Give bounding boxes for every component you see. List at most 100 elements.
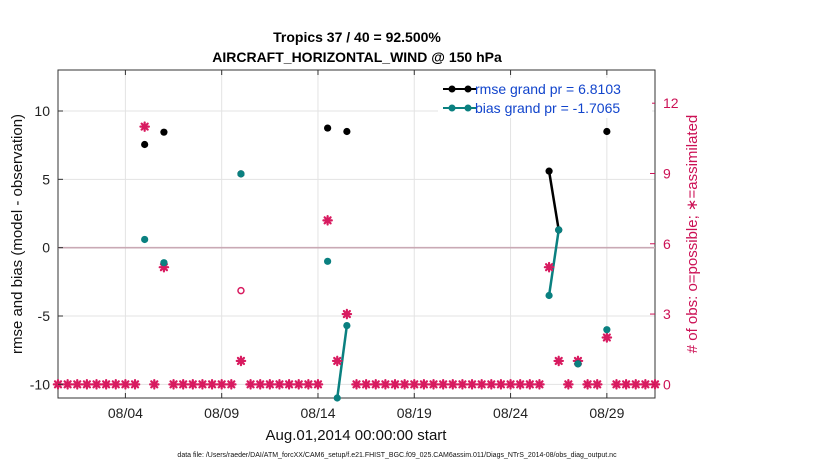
obs-assimilated-zero-marker-core	[585, 381, 590, 387]
obs-assimilated-zero-marker	[71, 379, 83, 390]
obs-assimilated-zero-marker-core	[94, 381, 99, 387]
y-tick-label: 5	[42, 171, 50, 187]
obs-assimilated-zero-marker-core	[469, 381, 475, 387]
obs-assimilated-zero-marker-core	[248, 381, 253, 387]
bias-point	[574, 360, 582, 368]
obs-assimilated-zero-marker	[274, 379, 285, 390]
obs-assimilated-zero-marker	[408, 379, 420, 390]
obs-assimilated-zero-marker	[486, 379, 497, 390]
obs-assimilated-zero-marker	[351, 379, 362, 390]
obs-assimilated-zero-marker	[216, 379, 227, 390]
obs-assimilated-zero-marker	[437, 379, 449, 390]
obs-assimilated-zero-marker-core	[594, 381, 600, 387]
obs-assimilated-zero-marker-core	[296, 381, 302, 387]
obs-assimilated-marker-core	[142, 124, 148, 130]
rmse-point	[545, 167, 553, 175]
y2-tick-label: 9	[663, 165, 671, 181]
obs-assimilated-marker	[601, 332, 613, 343]
x-axis-label: Aug.01,2014 00:00:00 start	[266, 427, 448, 444]
legend-rmse-label: rmse grand pr = 6.8103	[475, 81, 621, 97]
obs-assimilated-zero-marker	[380, 379, 391, 390]
obs-assimilated-zero-marker	[466, 379, 478, 390]
obs-assimilated-zero-marker-core	[315, 381, 321, 387]
obs-assimilated-zero-marker-core	[354, 381, 359, 387]
bias-segment	[547, 229, 560, 296]
obs-assimilated-zero-marker	[360, 379, 372, 390]
bias-point	[343, 321, 351, 330]
obs-assimilated-zero-marker-core	[171, 381, 176, 387]
bias-point	[603, 326, 611, 334]
obs-assimilated-zero-marker	[563, 379, 574, 390]
y-tick-label: 10	[34, 103, 50, 119]
y-axis-label: rmse and bias (model - observation)	[9, 114, 26, 354]
obs-assimilated-zero-marker-core	[209, 381, 215, 387]
obs-assimilated-zero-marker	[254, 379, 266, 390]
obs-assimilated-marker	[341, 308, 353, 320]
obs-assimilated-zero-marker	[399, 379, 410, 390]
obs-assimilated-zero-marker-core	[421, 381, 427, 387]
obs-assimilated-zero-marker	[293, 379, 305, 390]
obs-assimilated-zero-marker	[476, 379, 487, 390]
obs-assimilated-zero-marker-core	[277, 381, 282, 387]
obs-assimilated-marker	[235, 355, 247, 367]
obs-assimilated-zero-marker	[447, 379, 459, 390]
obs-assimilated-zero-marker	[283, 379, 295, 390]
obs-assimilated-zero-marker	[389, 379, 401, 390]
obs-assimilated-marker	[331, 355, 343, 367]
obs-assimilated-zero-marker	[582, 379, 593, 390]
bias-point	[324, 257, 332, 265]
obs-assimilated-zero-marker-core	[103, 381, 109, 387]
obs-assimilated-zero-marker-core	[123, 381, 128, 387]
grid-lines	[58, 70, 655, 398]
obs-assimilated-zero-marker-core	[508, 381, 513, 387]
x-tick-label: 08/14	[300, 405, 335, 421]
x-tick-label: 08/24	[493, 405, 528, 421]
chart-title-line2: AIRCRAFT_HORIZONTAL_WIND @ 150 hPa	[212, 49, 502, 65]
legend-bias-marker-left	[448, 104, 456, 112]
obs-assimilated-zero-marker-core	[267, 381, 273, 387]
obs-assimilated-zero-marker-core	[286, 381, 292, 387]
obs-assimilated-marker	[543, 261, 555, 273]
obs-assimilated-zero-marker	[148, 379, 160, 390]
obs-assimilated-zero-marker	[303, 379, 314, 390]
obs-assimilated-zero-marker	[100, 379, 112, 390]
obs-assimilated-zero-marker-core	[65, 381, 71, 387]
obs-assimilated-zero-marker-core	[305, 381, 311, 387]
data-marks	[52, 121, 661, 402]
series-lines	[336, 170, 560, 399]
legend-rmse-marker-left	[448, 85, 456, 93]
obs-assimilated-zero-marker-core	[450, 381, 456, 387]
bias-point	[160, 259, 168, 267]
y2-tick-label: 12	[663, 95, 679, 111]
obs-assimilated-zero-marker	[611, 379, 622, 390]
data-file-footer: data file: /Users/raeder/DAI/ATM_forcXX/…	[177, 452, 617, 459]
obs-assimilated-zero-marker	[177, 379, 189, 390]
x-tick-label: 08/29	[589, 405, 624, 421]
obs-assimilated-marker-core	[546, 264, 552, 270]
obs-assimilated-zero-marker-core	[74, 381, 80, 387]
y-tick-label: -5	[38, 308, 51, 324]
obs-assimilated-zero-marker-core	[228, 381, 234, 387]
obs-assimilated-zero-marker-core	[84, 381, 90, 387]
obs-assimilated-zero-marker-core	[219, 381, 225, 387]
obs-assimilated-zero-marker-core	[132, 381, 138, 387]
bias-point	[545, 291, 553, 300]
obs-assimilated-marker	[553, 355, 565, 367]
obs-assimilated-zero-marker-core	[113, 381, 119, 387]
y2-tick-label: 3	[663, 306, 671, 322]
obs-assimilated-zero-marker-core	[180, 381, 186, 387]
y-tick-label: 0	[42, 240, 50, 256]
obs-assimilated-marker-core	[334, 358, 340, 364]
obs-assimilated-zero-marker	[524, 379, 536, 390]
obs-possible-marker	[237, 286, 245, 295]
rmse-segment	[547, 170, 560, 231]
obs-assimilated-zero-marker	[197, 379, 208, 390]
obs-assimilated-zero-marker	[187, 379, 199, 390]
obs-assimilated-zero-marker-core	[527, 381, 533, 387]
obs-assimilated-zero-marker	[495, 379, 507, 390]
obs-assimilated-zero-marker-core	[190, 381, 196, 387]
obs-assimilated-zero-marker-core	[431, 381, 436, 387]
obs-assimilated-zero-marker-core	[440, 381, 446, 387]
obs-assimilated-marker	[322, 215, 333, 226]
obs-assimilated-zero-marker-core	[565, 381, 571, 387]
